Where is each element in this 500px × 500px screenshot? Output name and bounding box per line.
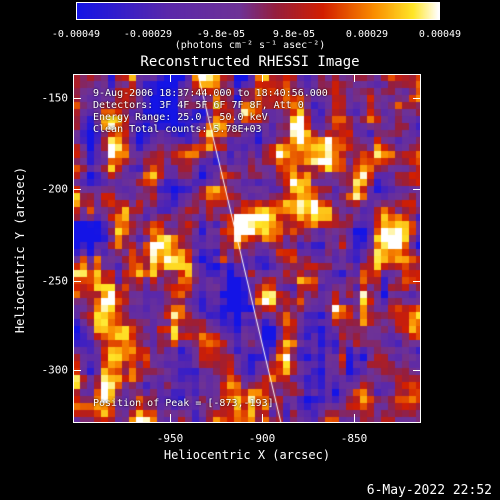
colorbar-tick: 0.00029 bbox=[345, 29, 389, 40]
plot-title: Reconstructed RHESSI Image bbox=[140, 54, 360, 70]
tick-mark bbox=[73, 98, 81, 99]
tick-mark bbox=[262, 414, 263, 422]
tick-mark bbox=[354, 414, 355, 422]
tick-mark bbox=[73, 370, 81, 371]
x-tick-label: -850 bbox=[340, 432, 368, 445]
x-tick-label: -900 bbox=[248, 432, 276, 445]
tick-mark bbox=[413, 370, 421, 371]
tick-mark bbox=[73, 189, 81, 190]
colorbar-tick: -0.00029 bbox=[123, 29, 173, 40]
annotation-method: Clean Total counts: 5.78E+03 bbox=[93, 124, 262, 135]
y-tick-label: -200 bbox=[41, 182, 69, 196]
tick-mark bbox=[73, 281, 81, 282]
tick-mark bbox=[262, 74, 263, 82]
tick-mark bbox=[170, 74, 171, 82]
annotation-peak: Position of Peak = [-873,-193] bbox=[93, 398, 274, 409]
y-tick-label: -250 bbox=[41, 274, 69, 288]
timestamp: 6-May-2022 22:52 bbox=[366, 483, 492, 498]
annotation-energy: Energy Range: 25.0 - 50.0 keV bbox=[93, 112, 268, 123]
colorbar-tick: 0.00049 bbox=[418, 29, 462, 40]
y-tick-label: -150 bbox=[41, 91, 69, 105]
tick-mark bbox=[413, 281, 421, 282]
x-axis-label: Heliocentric X (arcsec) bbox=[163, 448, 331, 462]
colorbar-tick: -0.00049 bbox=[51, 29, 101, 40]
tick-mark bbox=[170, 414, 171, 422]
colorbar-tick: -9.8e-05 bbox=[196, 29, 246, 40]
colorbar bbox=[76, 2, 440, 20]
tick-mark bbox=[354, 74, 355, 82]
tick-mark bbox=[413, 98, 421, 99]
y-axis-label: Heliocentric Y (arcsec) bbox=[13, 166, 27, 334]
y-tick-label: -300 bbox=[41, 363, 69, 377]
annotation-detectors: Detectors: 3F 4F 5F 6F 7F 8F, Att 0 bbox=[93, 100, 304, 111]
tick-mark bbox=[413, 189, 421, 190]
heatmap-plot bbox=[73, 74, 421, 423]
heatmap-image bbox=[73, 74, 421, 423]
colorbar-unit: (photons cm⁻² s⁻¹ asec⁻²) bbox=[174, 40, 326, 51]
colorbar-tick: 9.8e-05 bbox=[272, 29, 316, 40]
x-tick-label: -950 bbox=[156, 432, 184, 445]
annotation-time: 9-Aug-2006 18:37:44.000 to 18:40:56.000 bbox=[93, 88, 328, 99]
